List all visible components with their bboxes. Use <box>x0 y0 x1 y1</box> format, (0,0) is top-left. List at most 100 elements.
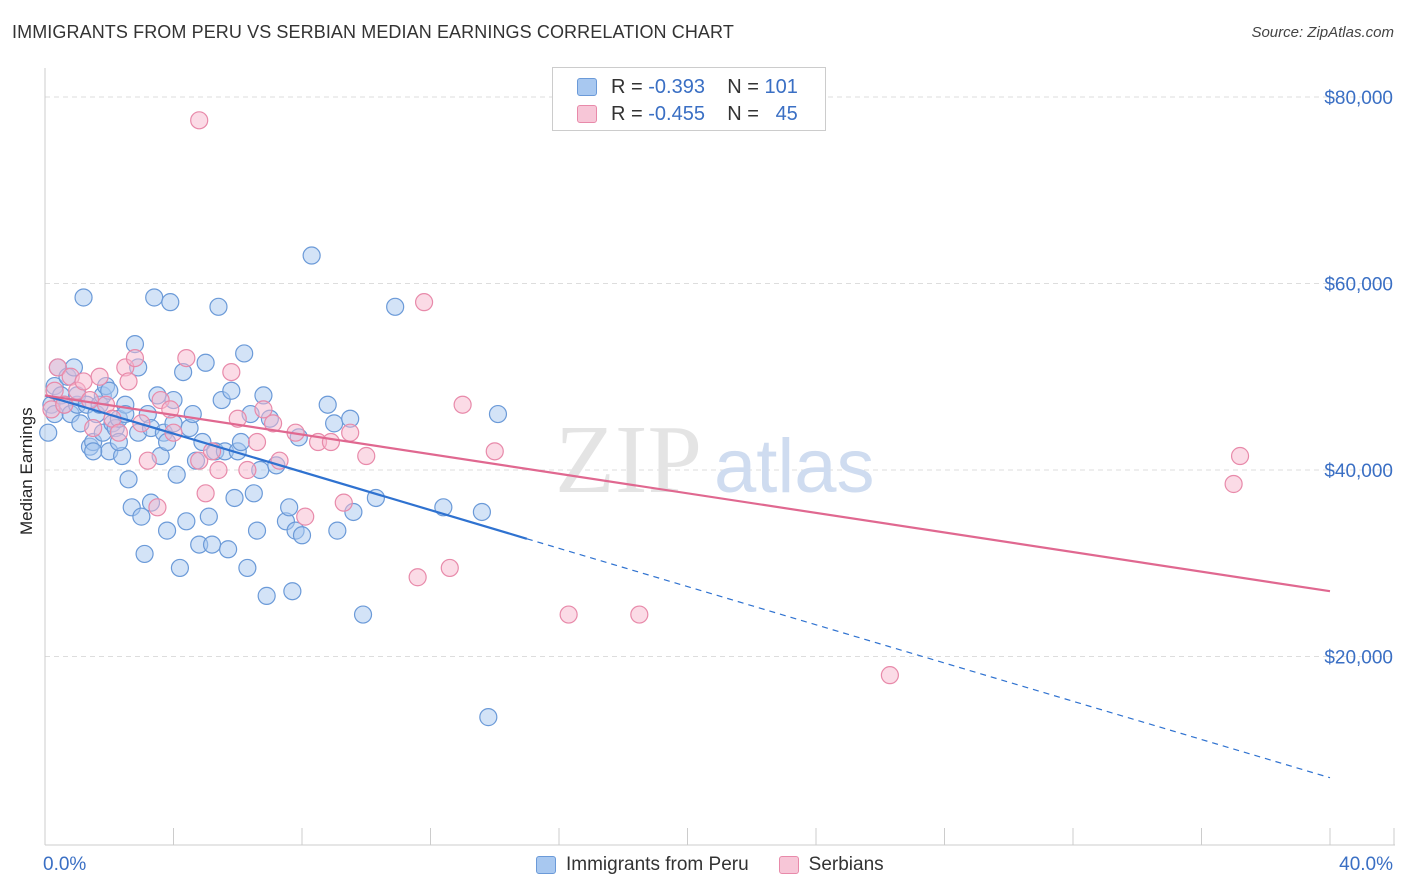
data-point <box>341 423 360 442</box>
serbians-swatch <box>577 105 597 123</box>
data-point <box>84 442 103 461</box>
data-point <box>296 507 315 526</box>
data-point <box>334 493 353 512</box>
y-axis-label: Median Earnings <box>17 407 36 535</box>
stats-row-serbians: R = -0.455 N = 45 <box>577 101 798 127</box>
data-point <box>167 465 186 484</box>
data-point <box>177 349 196 368</box>
peru-swatch <box>577 78 597 96</box>
series-serbians-points <box>42 111 1250 685</box>
data-point <box>472 502 491 522</box>
data-point <box>328 521 347 540</box>
data-point <box>225 488 244 508</box>
data-point <box>280 498 299 517</box>
data-point <box>170 558 190 578</box>
data-point <box>292 526 312 545</box>
chart-title: IMMIGRANTS FROM PERU VS SERBIAN MEDIAN E… <box>12 22 734 42</box>
data-point <box>157 521 177 540</box>
r-value: -0.393 <box>648 75 705 98</box>
data-point <box>247 432 267 452</box>
data-point <box>247 521 267 540</box>
legend-peru-label: Immigrants from Peru <box>566 854 749 875</box>
legend-serbians-swatch <box>778 856 799 874</box>
data-point <box>190 451 209 470</box>
trend-lines <box>44 394 1331 779</box>
data-point <box>209 297 228 316</box>
data-point <box>1224 474 1243 494</box>
data-point <box>148 498 167 517</box>
data-point <box>235 344 254 363</box>
r-label: R = <box>611 75 643 98</box>
n-value: 101 <box>764 75 798 98</box>
data-point <box>488 404 508 424</box>
y-tick-label: $20,000 <box>1324 648 1393 669</box>
data-point <box>1230 446 1250 466</box>
data-point <box>74 288 93 307</box>
data-point <box>325 414 344 433</box>
data-point <box>183 404 202 424</box>
n-label: N = <box>727 75 759 98</box>
data-point <box>222 381 241 400</box>
data-point <box>559 605 578 624</box>
trend-line-serbians <box>44 394 1331 593</box>
legend-peru-swatch <box>536 856 556 874</box>
x-tick-label: 0.0% <box>43 854 86 875</box>
legend-item-serbians: Serbians <box>778 854 884 876</box>
data-point <box>196 484 215 503</box>
legend-item-peru: Immigrants from Peru <box>536 854 749 876</box>
data-point <box>39 423 58 442</box>
data-point <box>485 442 504 461</box>
data-point <box>228 409 247 428</box>
data-point <box>244 484 263 503</box>
y-tick-label: $80,000 <box>1324 88 1393 109</box>
data-point <box>125 349 145 368</box>
data-point <box>231 432 251 452</box>
watermark: ZIP atlas <box>555 406 875 514</box>
y-tick-label: $60,000 <box>1324 275 1393 296</box>
stats-box: R = -0.393 N = 101 R = -0.455 N = 45 <box>552 67 826 131</box>
n-value: 45 <box>775 102 798 125</box>
data-point <box>109 423 128 442</box>
legend-serbians-label: Serbians <box>808 854 884 875</box>
data-point <box>222 362 241 382</box>
data-point <box>190 111 209 130</box>
data-point <box>161 293 180 312</box>
data-point <box>199 507 218 526</box>
data-point <box>90 367 109 386</box>
data-point <box>238 460 257 480</box>
data-point <box>145 288 164 307</box>
data-point <box>177 512 196 531</box>
watermark-atlas: atlas <box>714 424 875 509</box>
data-point <box>263 414 283 433</box>
data-point <box>302 246 321 265</box>
data-point <box>357 446 376 466</box>
stats-row-peru: R = -0.393 N = 101 <box>577 74 798 100</box>
data-point <box>257 586 276 605</box>
data-point <box>880 666 899 685</box>
data-point <box>48 358 67 377</box>
data-point <box>202 535 222 554</box>
data-point <box>138 451 157 470</box>
data-point <box>630 605 649 624</box>
data-point <box>283 582 302 601</box>
trend-line-peru-extension <box>526 538 1331 779</box>
data-point <box>440 558 459 578</box>
data-point <box>453 395 472 414</box>
trend-line-peru <box>44 394 528 540</box>
data-point <box>479 708 498 727</box>
axes <box>44 68 1395 846</box>
data-point <box>119 470 138 489</box>
data-point <box>238 558 257 578</box>
data-point <box>119 372 138 391</box>
tick-labels: $20,000 $40,000 $60,000 $80,000 0.0% 40.0% <box>43 88 1393 875</box>
data-point <box>219 540 238 559</box>
data-point <box>321 432 341 452</box>
data-point <box>74 372 93 391</box>
data-point <box>84 418 103 438</box>
data-point <box>196 353 215 372</box>
y-tick-label: $40,000 <box>1324 461 1393 482</box>
x-tick-label: 40.0% <box>1339 854 1393 875</box>
r-value: -0.455 <box>648 102 705 125</box>
n-label: N = <box>727 102 759 125</box>
data-point <box>386 297 405 316</box>
